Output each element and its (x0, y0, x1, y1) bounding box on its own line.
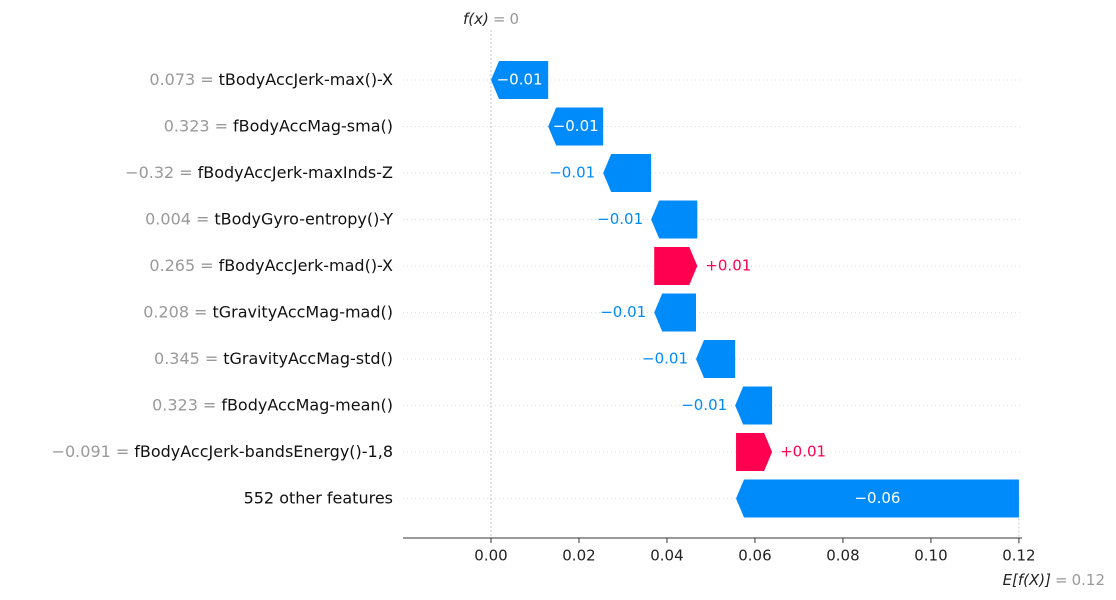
feature-value: 0.323 (152, 395, 198, 414)
feature-sep: = (205, 349, 218, 368)
feature-value: 0.004 (145, 209, 191, 228)
feature-name: fBodyAccJerk-bandsEnergy()-1,8 (134, 442, 393, 461)
feature-name: tBodyAccJerk-max()-X (219, 70, 393, 89)
feature-name: tGravityAccMag-mad() (212, 302, 393, 321)
feature-label: 0.323 = fBodyAccMag-mean() (152, 395, 393, 414)
x-tick-label: 0.10 (914, 547, 947, 565)
bar (696, 340, 736, 378)
feature-value: 0.323 (164, 116, 210, 135)
x-tick-label: 0.06 (738, 547, 771, 565)
feature-value: 0.073 (149, 70, 195, 89)
bar (736, 433, 773, 471)
base-label: E[f(X)] = 0.12 (1003, 571, 1105, 589)
feature-name: 552 other features (244, 488, 393, 507)
fx-name: f(x) (463, 10, 489, 28)
feature-sep: = (116, 442, 129, 461)
feature-label: 0.004 = tBodyGyro-entropy()-Y (145, 209, 393, 228)
bar (654, 293, 697, 332)
feature-label: 0.208 = tGravityAccMag-mad() (143, 302, 393, 321)
base-sep: = (1055, 571, 1068, 589)
feature-sep: = (200, 70, 213, 89)
feature-name: tBodyGyro-entropy()-Y (214, 209, 393, 228)
value-label: −0.01 (553, 117, 599, 135)
bar (548, 107, 604, 146)
feature-label: 0.345 = tGravityAccMag-std() (154, 349, 393, 368)
bar (603, 154, 652, 192)
feature-name: fBodyAccMag-mean() (221, 395, 393, 414)
value-label: −0.01 (681, 396, 727, 414)
feature-label: 0.265 = fBodyAccJerk-mad()-X (149, 256, 393, 275)
value-label: −0.01 (497, 71, 543, 89)
value-label: −0.01 (549, 164, 595, 182)
bar (735, 386, 773, 425)
feature-sep: = (179, 163, 192, 182)
value-label: +0.01 (780, 443, 826, 461)
feature-name: fBodyAccMag-sma() (233, 116, 393, 135)
feature-label: −0.32 = fBodyAccJerk-maxInds-Z (125, 163, 393, 182)
feature-sep: = (196, 209, 209, 228)
bar (651, 200, 698, 239)
feature-sep: = (215, 116, 228, 135)
feature-label: 0.323 = fBodyAccMag-sma() (164, 116, 393, 135)
bar (490, 61, 549, 99)
x-tick-label: 0.04 (650, 547, 683, 565)
feature-value: 0.345 (154, 349, 200, 368)
feature-sep: = (203, 395, 216, 414)
value-label: −0.01 (597, 210, 643, 228)
feature-value: 0.208 (143, 302, 189, 321)
bar (736, 479, 1019, 518)
value-label: +0.01 (705, 257, 751, 275)
feature-value: −0.32 (125, 163, 174, 182)
bar (654, 247, 698, 285)
feature-label: −0.091 = fBodyAccJerk-bandsEnergy()-1,8 (52, 442, 393, 461)
x-tick-label: 0.08 (826, 547, 859, 565)
x-tick-label: 0.00 (474, 547, 507, 565)
x-tick-label: 0.12 (1002, 547, 1035, 565)
feature-value: 0.265 (149, 256, 195, 275)
fx-label: f(x) = 0 (463, 10, 519, 28)
feature-label: 552 other features (244, 488, 393, 507)
x-tick-label: 0.02 (562, 547, 595, 565)
value-label: −0.01 (642, 350, 688, 368)
feature-name: fBodyAccJerk-mad()-X (219, 256, 393, 275)
fx-value: 0 (509, 10, 519, 28)
feature-name: tGravityAccMag-std() (223, 349, 393, 368)
feature-name: fBodyAccJerk-maxInds-Z (198, 163, 393, 182)
value-label: −0.01 (600, 303, 646, 321)
feature-sep: = (200, 256, 213, 275)
value-label: −0.06 (854, 489, 900, 507)
fx-sep: = (493, 10, 506, 28)
feature-label: 0.073 = tBodyAccJerk-max()-X (149, 70, 393, 89)
base-name: E[f(X)] (1003, 571, 1052, 589)
base-value: 0.12 (1072, 571, 1105, 589)
feature-value: −0.091 (52, 442, 111, 461)
feature-sep: = (194, 302, 207, 321)
